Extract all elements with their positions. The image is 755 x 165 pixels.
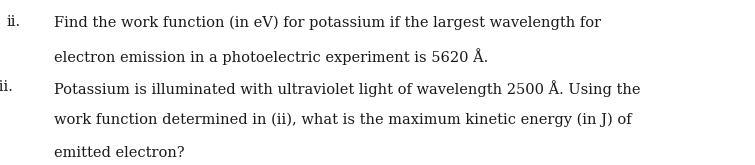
Text: emitted electron?: emitted electron?	[54, 146, 185, 160]
Text: work function determined in (ii), what is the maximum kinetic energy (in J) of: work function determined in (ii), what i…	[54, 113, 632, 127]
Text: iii.: iii.	[0, 80, 14, 94]
Text: Find the work function (in eV) for potassium if the largest wavelength for: Find the work function (in eV) for potas…	[54, 15, 602, 30]
Text: Potassium is illuminated with ultraviolet light of wavelength 2500 Å. Using the: Potassium is illuminated with ultraviole…	[54, 80, 641, 97]
Text: ii.: ii.	[7, 15, 21, 29]
Text: electron emission in a photoelectric experiment is 5620 Å.: electron emission in a photoelectric exp…	[54, 48, 488, 65]
